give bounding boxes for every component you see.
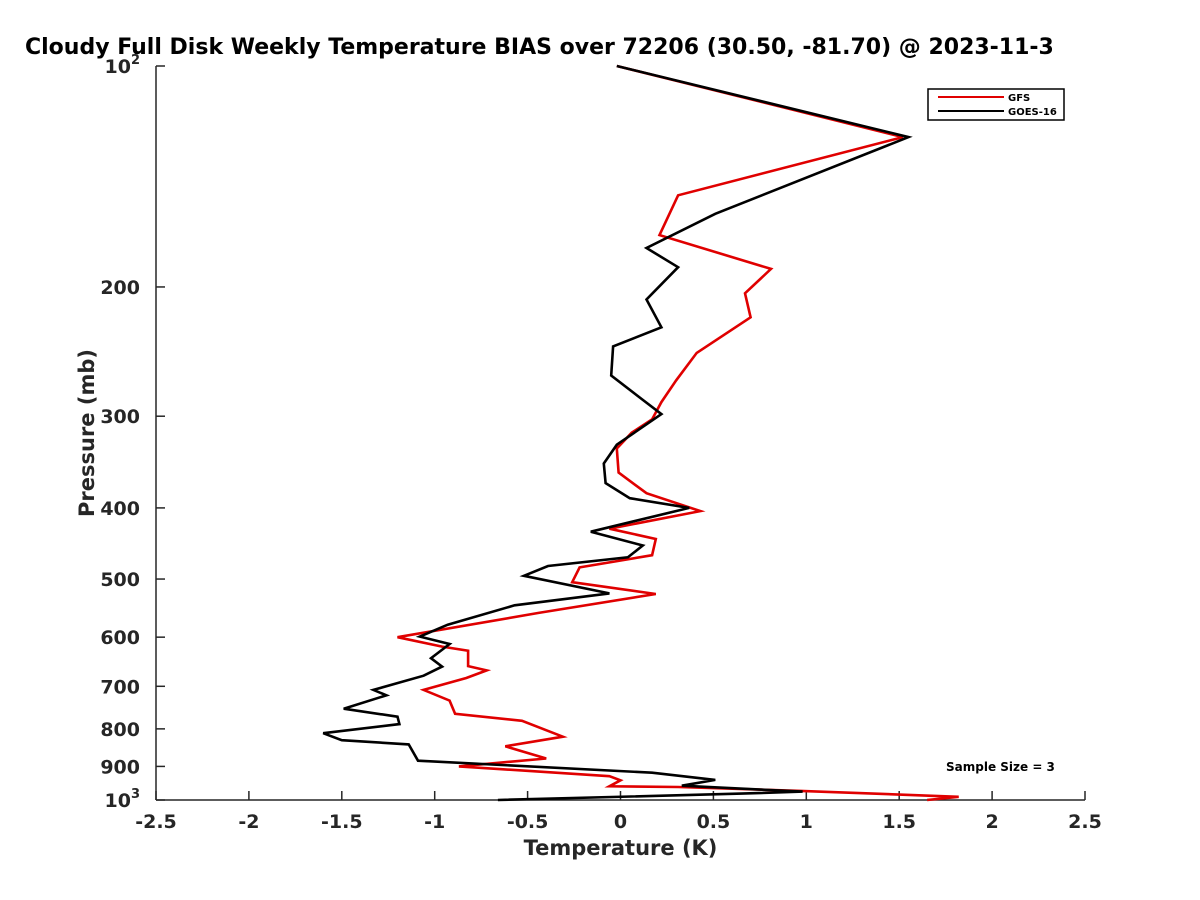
legend-label-gfs: GFS — [1008, 93, 1030, 104]
x-tick-label: 2 — [985, 811, 998, 833]
x-tick-label: -0.5 — [507, 811, 549, 833]
y-tick-label: 700 — [100, 676, 140, 698]
axes-frame — [155, 66, 1085, 801]
series-line-goes16 — [322, 64, 913, 802]
y-tick-label: 500 — [100, 569, 140, 591]
y-tick-label: 600 — [100, 627, 140, 649]
x-axis-label: Temperature (K) — [524, 836, 718, 860]
y-tick-label: 300 — [100, 406, 140, 428]
x-tick-label: -1 — [424, 811, 445, 833]
x-tick-label: 1.5 — [882, 811, 916, 833]
x-tick-label: -1.5 — [321, 811, 363, 833]
y-tick-label: 103 — [105, 787, 141, 812]
y-tick-label: 400 — [100, 498, 140, 520]
y-tick-label: 800 — [100, 719, 140, 741]
y-tick-label: 102 — [105, 53, 141, 78]
series-line-gfs — [397, 64, 959, 802]
y-axis-label: Pressure (mb) — [75, 349, 99, 517]
y-axis-ticks: 102 200 300 400 500 600 700 800 900 103 — [100, 53, 165, 812]
x-tick-label: 0.5 — [697, 811, 731, 833]
y-tick-label: 200 — [100, 277, 140, 299]
legend-box — [927, 88, 1065, 121]
series-layer — [322, 64, 959, 802]
y-tick-label: 900 — [100, 756, 140, 778]
sample-size-annotation: Sample Size = 3 — [946, 760, 1055, 774]
x-axis-ticks: -2.5 -2 -1.5 -1 -0.5 0 0.5 1 1.5 2 2.5 — [135, 791, 1102, 833]
chart-title: Cloudy Full Disk Weekly Temperature BIAS… — [25, 35, 1054, 60]
x-tick-label: 2.5 — [1068, 811, 1102, 833]
x-tick-label: -2 — [238, 811, 259, 833]
legend-label-goes16: GOES-16 — [1008, 107, 1057, 118]
x-tick-label: 1 — [800, 811, 813, 833]
x-tick-label: 0 — [614, 811, 627, 833]
x-tick-label: -2.5 — [135, 811, 177, 833]
legend: GFS GOES-16 — [927, 88, 1065, 121]
